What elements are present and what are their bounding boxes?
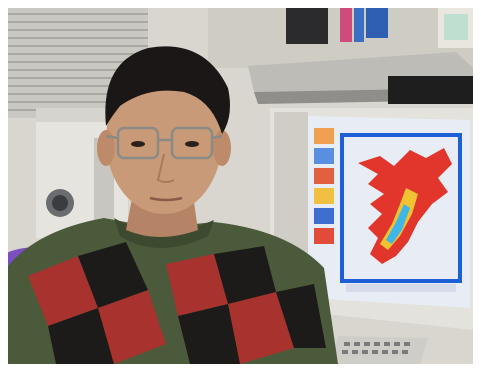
map-shape: [358, 148, 452, 264]
laptop: [248, 52, 473, 104]
glasses: [105, 126, 223, 160]
person: [8, 46, 338, 364]
sweater-pattern: [28, 242, 326, 364]
hair: [105, 46, 230, 135]
keyboard: [330, 336, 428, 364]
portrait-photo: [8, 8, 473, 364]
photo-scene: [8, 8, 473, 364]
thumbnail-strip: [314, 128, 334, 244]
crt-monitor: [270, 108, 473, 330]
